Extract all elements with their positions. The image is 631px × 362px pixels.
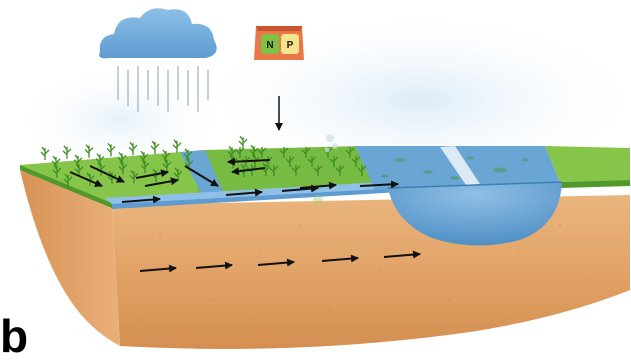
- flow-arrow-icon: [184, 165, 219, 187]
- flow-arrow-icon: [69, 171, 103, 187]
- soil-left-face: [20, 170, 120, 346]
- flow-arrow-icon: [121, 195, 161, 204]
- pond-cross-section: [388, 182, 562, 246]
- flow-arrow-icon: [257, 258, 295, 267]
- crop-plant-icon: [183, 148, 193, 162]
- right-grass: [545, 146, 630, 182]
- flow-arrow-icon: [359, 180, 399, 189]
- flow-arrow-icon: [281, 184, 319, 193]
- crop-plant-icon: [140, 159, 150, 174]
- crop-plant-icon: [161, 149, 171, 163]
- crop-plant-icon: [257, 147, 267, 158]
- crop-plant-icon: [51, 155, 61, 169]
- crop-plant-icon: [128, 141, 138, 156]
- fertilizer-bag-icon: N P: [254, 26, 304, 60]
- crop-plant-icon: [313, 165, 323, 176]
- crop-plant-icon: [172, 139, 182, 153]
- crop-plant-icon: [118, 161, 128, 175]
- flow-arrow-icon: [321, 254, 359, 263]
- crop-plant-icon: [117, 152, 127, 166]
- crop-plant-icon: [162, 158, 172, 172]
- crop-plant-icon: [106, 143, 116, 157]
- crop-plant-icon: [329, 156, 339, 167]
- crop-plant-icon: [150, 140, 160, 154]
- soil-front-face: [112, 195, 630, 349]
- crop-plant-icon: [345, 147, 355, 158]
- crop-plant-icon: [335, 165, 345, 176]
- crop-plant-icon: [63, 173, 73, 187]
- flow-arrow-icon: [195, 261, 233, 270]
- crop-plant-icon: [84, 144, 94, 158]
- crop-plant-icon: [52, 164, 62, 178]
- crop-plant-icon: [139, 150, 149, 165]
- panel-label: b: [0, 310, 30, 362]
- leaching-puff: [313, 134, 338, 205]
- flow-arrow-icon: [383, 250, 421, 259]
- crop-plant-icon: [261, 162, 271, 177]
- flow-arrow-icon: [144, 177, 179, 187]
- crop-plant-icon: [235, 147, 245, 158]
- soil-texture: [58, 223, 591, 336]
- flow-arrow-icon: [89, 165, 125, 183]
- fertilizer-label-p: P: [287, 40, 294, 51]
- crop-plant-icon: [238, 135, 248, 150]
- crop-plant-icon: [95, 153, 105, 167]
- crop-plant-icon: [351, 156, 361, 167]
- crop-plant-icon: [62, 145, 72, 159]
- crop-plant-icon: [173, 167, 183, 181]
- surface-flow-arrows: [69, 157, 271, 187]
- crop-plant-icon: [279, 147, 289, 158]
- crop-plant-icon: [307, 156, 317, 167]
- crop-plant-icon: [227, 146, 237, 160]
- crop-plant-icon: [301, 147, 311, 158]
- crop-plant-icon: [73, 154, 83, 168]
- channel-flow-arrows: [121, 180, 399, 204]
- grass-edge: [20, 165, 112, 208]
- pond-surface-line: [387, 181, 563, 189]
- rain-cloud-icon: [99, 8, 217, 59]
- crop-plant-icon: [269, 165, 279, 176]
- crop-plant-icon: [285, 156, 295, 167]
- crop-plant-icon: [184, 157, 194, 171]
- flow-arrow-icon: [231, 167, 266, 176]
- crop-plant-icon: [291, 165, 301, 176]
- crop-plant-icon: [151, 168, 161, 183]
- flow-arrow-icon: [227, 157, 271, 166]
- wetland-divider: [440, 146, 480, 185]
- crop-plant-icon: [129, 170, 139, 184]
- crop-plant-icon: [357, 165, 367, 176]
- flow-arrow-icon: [139, 264, 177, 273]
- flow-arrow-icon: [135, 169, 169, 179]
- right-grass-edge: [560, 180, 630, 188]
- crop-plant-icon: [74, 163, 84, 177]
- crop-plant-icon: [249, 144, 259, 159]
- flow-arrow-icon: [299, 181, 337, 190]
- fertilizer-label-n: N: [266, 40, 273, 51]
- crop-plant-icon: [40, 146, 50, 160]
- rain: [117, 66, 209, 112]
- crop-plant-icon: [107, 171, 117, 185]
- flow-arrow-icon: [225, 188, 263, 197]
- algae-spots: [381, 156, 529, 180]
- groundwater-flow-arrows: [139, 250, 421, 273]
